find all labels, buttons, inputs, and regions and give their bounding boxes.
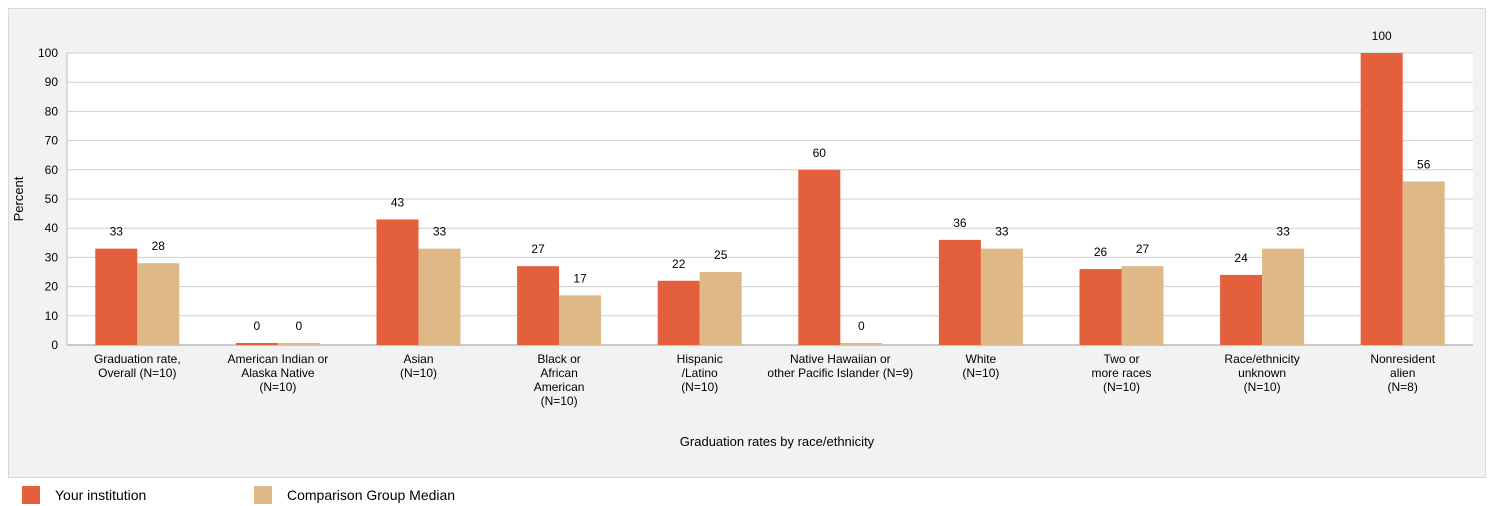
y-tick-label: 20 [45,280,59,294]
bar-chart: 0 10 20 30 40 50 60 70 80 90 100 Percent 33 28 Graduat… [11,29,1473,449]
y-tick-label: 40 [45,221,59,235]
y-tick-label: 0 [51,338,58,352]
bar-comparison-median [840,343,883,345]
data-label: 26 [1094,245,1108,259]
legend-item-comparison-group: Comparison Group Median [254,486,455,504]
bar-comparison-median [1262,248,1305,345]
data-label: 17 [573,271,587,285]
legend-swatch-comparison-group [254,486,272,504]
data-label: 28 [152,239,166,253]
data-label: 24 [1234,251,1248,265]
data-label: 33 [1276,225,1290,239]
legend-label-your-institution: Your institution [55,487,147,503]
legend-item-your-institution: Your institution [22,486,146,504]
bar-your-institution [657,280,700,345]
data-label: 0 [254,319,261,333]
y-tick-label: 70 [45,134,59,148]
data-label: 33 [433,225,447,239]
bar-your-institution [95,248,138,345]
chart-legend: Your institution Comparison Group Median [0,478,1494,506]
data-label: 27 [531,242,545,256]
data-label: 0 [858,319,865,333]
x-tick-label: Graduation rate, Overall (N=10) [94,352,181,380]
data-label: 56 [1417,157,1431,171]
y-tick-label: 30 [45,250,59,264]
bar-your-institution [376,219,419,345]
data-label: 100 [1372,29,1392,43]
bar-comparison-median [980,248,1023,345]
y-tick-label: 10 [45,309,59,323]
data-label: 22 [672,257,686,271]
chart-panel: 0 10 20 30 40 50 60 70 80 90 100 Percent 33 28 Graduat… [8,8,1486,478]
bar-your-institution [798,169,841,345]
x-tick-label: Black or African American (N=10) [534,352,585,408]
data-label: 25 [714,248,728,262]
bar-comparison-median [418,248,461,345]
x-tick-label: Asian (N=10) [400,352,437,380]
x-tick-label: Hispanic/Latino (N=10) [677,352,723,394]
bar-your-institution [1360,53,1403,345]
y-tick-label: 60 [45,163,59,177]
bar-your-institution [1220,274,1263,345]
x-tick-label: Native Hawaiian or other Pacific Islander… [767,352,913,380]
bar-your-institution [1079,269,1122,345]
data-label: 33 [995,225,1009,239]
bar-your-institution [517,266,560,345]
data-label: 43 [391,195,405,209]
data-label: 0 [296,319,303,333]
bar-your-institution [235,343,278,345]
x-tick-label: White (N=10) [962,352,999,380]
x-axis-title: Graduation rates by race/ethnicity [680,434,875,449]
data-label: 36 [953,216,967,230]
bar-comparison-median [559,295,602,345]
x-tick-label: Race/ethnicity unknown (N=10) [1224,352,1299,394]
bar-comparison-median [1402,181,1445,345]
legend-swatch-your-institution [22,486,40,504]
data-label: 33 [110,225,124,239]
data-label: 60 [813,146,827,160]
y-tick-label: 90 [45,75,59,89]
y-tick-label: 80 [45,104,59,118]
bar-comparison-median [277,343,320,345]
x-tick-label: Nonresident alien (N=8) [1370,352,1435,394]
bar-comparison-median [137,263,180,345]
data-label: 27 [1136,242,1150,256]
legend-label-comparison-group: Comparison Group Median [287,487,456,503]
bar-comparison-median [1121,266,1164,345]
y-tick-label: 100 [38,46,58,60]
y-tick-label: 50 [45,192,59,206]
x-tick-label: American Indian or Alaska Native (N=10) [228,352,329,394]
x-tick-label: Two or more races (N=10) [1091,352,1151,394]
y-axis-title: Percent [11,176,26,221]
bar-comparison-median [699,272,742,345]
bar-your-institution [938,239,981,345]
